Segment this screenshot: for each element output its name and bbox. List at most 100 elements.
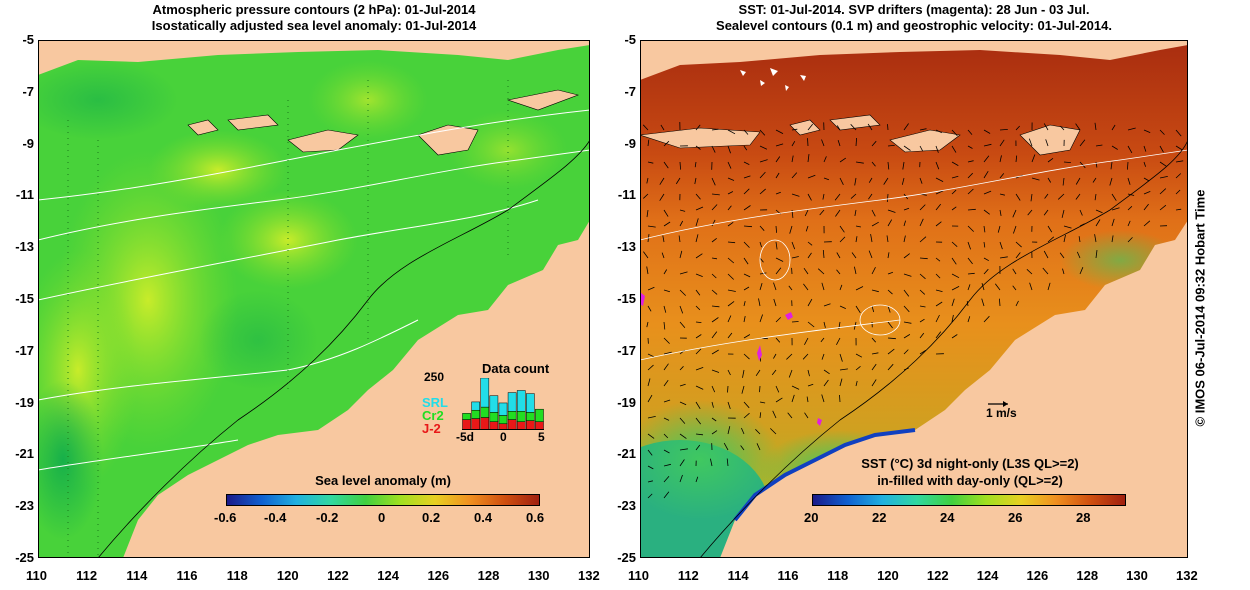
- velocity-arrow: [919, 332, 925, 339]
- velocity-arrow: [1015, 300, 1019, 307]
- data-count-bar-srl: [471, 401, 480, 411]
- velocity-arrow: [663, 269, 668, 275]
- velocity-arrow: [823, 369, 830, 375]
- velocity-arrow: [759, 272, 767, 275]
- lat-tick-label: -21: [617, 446, 636, 462]
- data-count-bar-j2: [462, 419, 471, 430]
- lon-tick-label: 112: [76, 568, 98, 583]
- velocity-arrow: [788, 285, 793, 291]
- lat-tick-label: -25: [15, 550, 34, 565]
- lat-tick-label: -7: [624, 83, 636, 99]
- velocity-arrow: [807, 298, 813, 307]
- velocity-arrow: [839, 378, 843, 387]
- velocity-arrow: [1079, 209, 1083, 216]
- velocity-arrow: [1111, 235, 1114, 243]
- sst-colorbar-ramp: [812, 494, 1126, 506]
- velocity-arrow: [919, 273, 926, 280]
- velocity-arrow: [695, 433, 704, 436]
- velocity-arrow: [951, 129, 958, 137]
- velocity-arrow: [919, 145, 924, 152]
- velocity-arrow: [903, 334, 911, 339]
- velocity-arrow: [743, 316, 746, 323]
- velocity-arrow: [770, 428, 777, 435]
- lat-tick-label: -25: [617, 550, 636, 565]
- velocity-arrow: [755, 369, 761, 377]
- velocity-arrow: [775, 385, 780, 393]
- velocity-arrow: [646, 209, 649, 218]
- velocity-arrow: [999, 173, 1005, 179]
- velocity-arrow: [967, 172, 973, 179]
- velocity-arrow: [854, 209, 857, 216]
- data-count-bar-j2: [507, 419, 517, 430]
- lat-tick-label: -17: [617, 342, 636, 358]
- velocity-arrow: [1143, 145, 1147, 152]
- velocity-arrow: [759, 129, 766, 136]
- velocity-arrow: [901, 177, 905, 185]
- velocity-arrow: [951, 145, 957, 153]
- velocity-arrow: [967, 129, 973, 135]
- data-count-x-ticks: -5d 0 5: [456, 430, 546, 446]
- velocity-arrow: [663, 321, 666, 330]
- velocity-arrow: [820, 337, 825, 343]
- velocity-arrow: [791, 172, 798, 179]
- velocity-arrow: [663, 363, 669, 371]
- velocity-arrow: [711, 417, 717, 422]
- velocity-arrow: [695, 234, 699, 243]
- velocity-arrow: [1159, 188, 1167, 195]
- velocity-arrow: [1015, 155, 1018, 163]
- velocity-arrow: [821, 353, 825, 360]
- velocity-arrow: [1095, 144, 1103, 147]
- lat-tick-label: -23: [15, 498, 34, 514]
- velocity-arrow: [983, 170, 989, 179]
- velocity-arrow: [1062, 268, 1065, 275]
- lat-tick-label: -19: [15, 394, 34, 410]
- velocity-arrow: [759, 241, 762, 248]
- data-count-bar-srl: [480, 378, 490, 408]
- sst-map-canvas: [590, 40, 1189, 580]
- velocity-arrow: [756, 443, 761, 451]
- data-count-bar-j2: [489, 421, 499, 430]
- data-count-max-label: 250: [424, 370, 445, 384]
- velocity-arrow: [678, 235, 681, 243]
- velocity-arrow: [822, 249, 825, 259]
- velocity-arrow: [1057, 193, 1065, 200]
- velocity-arrow: [850, 124, 857, 131]
- velocity-arrow: [983, 155, 990, 163]
- velocity-arrow: [663, 433, 669, 439]
- velocity-arrow: [1027, 209, 1033, 216]
- velocity-arrow: [775, 156, 781, 163]
- velocity-arrow: [967, 272, 975, 275]
- velocity-arrow: [887, 145, 895, 147]
- velocity-arrow: [695, 206, 704, 211]
- lon-tick-label: 122: [926, 568, 949, 583]
- velocity-arrow: [871, 161, 876, 167]
- velocity-arrow: [1045, 139, 1049, 147]
- velocity-arrow: [727, 177, 735, 181]
- velocity-arrow: [951, 286, 960, 291]
- sst-colorbar-label-line1: SST (°C) 3d night-only (L3S QL>=2): [861, 456, 1079, 471]
- legend-j2: J-2: [422, 421, 441, 436]
- sst-colorbar: SST (°C) 3d night-only (L3S QL>=2) in-fi…: [800, 456, 1140, 538]
- velocity-arrow: [711, 317, 719, 323]
- velocity-arrow: [999, 193, 1005, 196]
- velocity-arrow: [775, 172, 780, 179]
- velocity-arrow: [694, 177, 697, 185]
- velocity-arrow: [663, 305, 667, 313]
- velocity-arrow: [1015, 241, 1022, 248]
- velocity-arrow: [788, 369, 793, 378]
- velocity-arrow: [935, 190, 944, 195]
- velocity-arrow: [868, 193, 873, 200]
- velocity-arrow: [867, 123, 873, 131]
- velocity-arrow: [1159, 161, 1167, 167]
- velocity-arrow: [983, 209, 990, 215]
- velocity-arrow: [743, 334, 751, 339]
- velocity-arrow: [679, 250, 683, 259]
- sst-tick: 22: [872, 510, 887, 525]
- velocity-arrow: [823, 156, 827, 163]
- velocity-arrow: [804, 412, 809, 419]
- velocity-arrow: [660, 124, 665, 131]
- velocity-arrow: [727, 289, 736, 292]
- lon-tick-label: 132: [578, 568, 600, 583]
- lon-tick-label: 114: [727, 568, 749, 583]
- velocity-arrow: [803, 267, 809, 275]
